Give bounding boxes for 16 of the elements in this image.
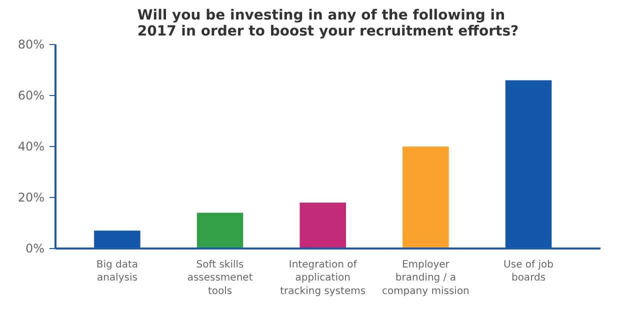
chart-title: Will you be investing in any of the following in 2017 in order to boost your recruitment efforts?	[137, 8, 519, 40]
x-tick-label: Big data analysis	[96, 260, 138, 284]
x-tick-label: Soft skills assessmenet tools	[187, 260, 253, 297]
x-tick-label: Use of job boards	[504, 260, 554, 284]
bar	[196, 212, 244, 248]
bar	[300, 202, 346, 248]
x-tick-label: Employer branding / a company mission	[382, 260, 470, 297]
x-tick-label: Integration of application tracking systems	[280, 260, 366, 297]
y-tick-label: 40%	[18, 140, 44, 154]
bar	[94, 230, 140, 248]
bar	[505, 80, 552, 248]
bar	[402, 146, 449, 248]
y-tick-label: 60%	[18, 88, 44, 102]
y-tick-label: 20%	[18, 190, 44, 204]
y-tick-label: 80%	[18, 38, 44, 52]
y-tick-label: 0%	[25, 242, 45, 256]
